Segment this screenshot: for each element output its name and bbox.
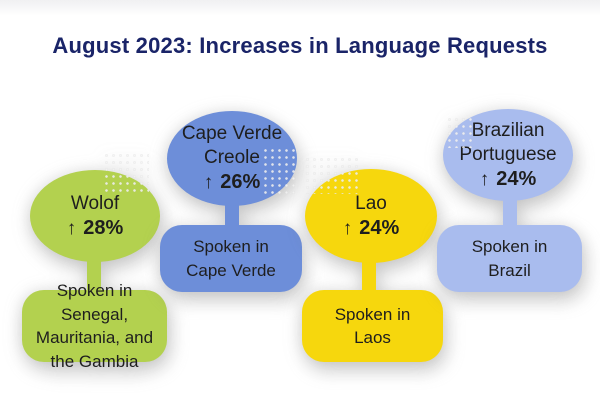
- region-line: Laos: [354, 328, 391, 347]
- increase-line: ↑ 24%: [343, 216, 400, 241]
- increase-value: 28%: [83, 216, 124, 239]
- language-name: Cape Verde: [181, 123, 283, 144]
- up-arrow-icon: ↑: [342, 217, 353, 239]
- up-arrow-icon: ↑: [66, 217, 77, 239]
- language-name: Creole: [204, 147, 260, 168]
- increase-value: 24%: [359, 216, 400, 239]
- increase-line: ↑ 24%: [480, 167, 537, 192]
- increase-line: ↑ 26%: [204, 170, 261, 195]
- region-card: Spoken in Laos: [302, 290, 443, 362]
- region-line: Mauritania, and: [35, 328, 154, 347]
- region-line: Spoken in Senegal,: [56, 281, 133, 324]
- page-title: August 2023: Increases in Language Reque…: [52, 33, 548, 58]
- language-name: Wolof: [70, 192, 120, 214]
- region-line: Brazil: [488, 260, 531, 280]
- region-card: Spoken in Brazil: [437, 225, 582, 292]
- up-arrow-icon: ↑: [479, 168, 490, 190]
- increase-line: ↑ 28%: [67, 216, 124, 241]
- language-name: Portuguese: [459, 143, 557, 165]
- region-line: Spoken in: [471, 237, 548, 256]
- region-line: the Gambia: [50, 351, 139, 371]
- region-line: Cape Verde: [186, 260, 276, 280]
- increase-value: 26%: [220, 171, 261, 193]
- language-bubble: Brazilian Portuguese ↑ 24%: [443, 109, 573, 201]
- up-arrow-icon: ↑: [203, 172, 214, 193]
- language-name: Brazilian: [471, 119, 545, 141]
- increase-value: 24%: [496, 167, 537, 190]
- language-name: Lao: [355, 192, 387, 214]
- region-card: Spoken in Cape Verde: [160, 225, 302, 292]
- region-line: Spoken in: [193, 237, 269, 256]
- region-card: Spoken in Senegal, Mauritania, and the G…: [22, 281, 167, 371]
- region-line: Spoken in: [334, 304, 411, 324]
